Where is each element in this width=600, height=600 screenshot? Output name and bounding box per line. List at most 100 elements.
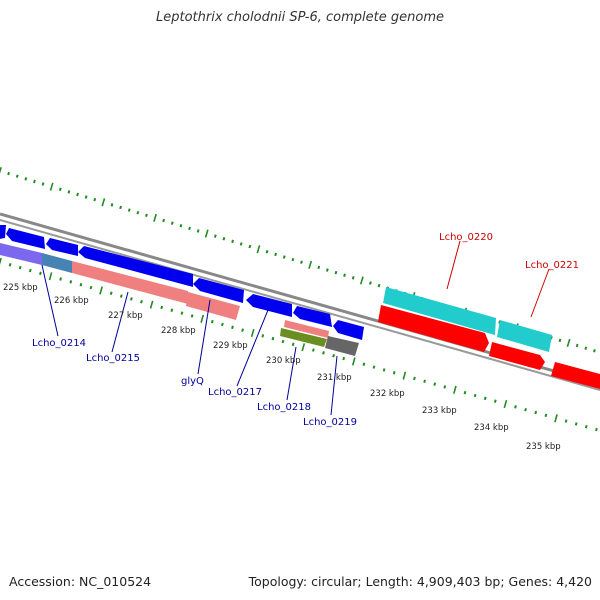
cds-arrow-forward[interactable] [489, 342, 545, 370]
outer-ring-major-tick [204, 229, 209, 238]
outer-ring-dot [575, 343, 579, 348]
inner-ring-dot [261, 334, 265, 338]
match-bar-pink[interactable] [72, 261, 188, 304]
cds-arrow[interactable] [6, 228, 45, 249]
match-bar-steel[interactable] [42, 253, 72, 273]
outer-ring-dot [76, 192, 79, 197]
outer-ring-dot [110, 203, 114, 207]
inner-ring-dot [342, 356, 346, 361]
tick-label: 226 kbp [54, 296, 89, 306]
tick-label: 233 kbp [422, 406, 457, 416]
outer-ring-major-tick [359, 276, 364, 285]
forward-track [378, 287, 600, 390]
inner-ring-major-tick [453, 385, 457, 394]
inner-ring-dot [89, 285, 93, 290]
cds-arrow[interactable] [78, 246, 193, 287]
inner-ring-major-tick [554, 414, 558, 423]
cds-arrow[interactable] [0, 225, 6, 240]
outer-ring-dot [377, 283, 381, 288]
match-bar-gray[interactable] [325, 336, 359, 356]
match-bar-cyan[interactable] [383, 287, 496, 335]
cds-arrow[interactable] [46, 238, 78, 256]
inner-ring-major-tick [301, 343, 306, 352]
cds-arrow[interactable] [246, 294, 292, 317]
inner-ring-dot [413, 376, 416, 381]
inner-ring-major-tick [0, 257, 2, 265]
outer-ring-dot [584, 346, 588, 350]
inner-ring-dot [8, 263, 12, 267]
inner-ring-dot [372, 365, 376, 369]
inner-ring-dot [119, 294, 123, 298]
tick-label: 232 kbp [370, 389, 405, 399]
outer-ring-dot [145, 213, 148, 218]
tick-label: 231 kbp [317, 373, 352, 383]
gene-label-lcho-0218[interactable]: Lcho_0218 [257, 402, 311, 413]
gene-label-lcho-0217[interactable]: Lcho_0217 [208, 387, 262, 398]
gene-label-lcho-0219[interactable]: Lcho_0219 [303, 417, 357, 428]
outer-ring-major-tick [153, 213, 157, 222]
match-bar-pink[interactable] [186, 292, 240, 320]
outer-ring-dot [188, 226, 191, 231]
outer-ring-dot [593, 349, 596, 353]
gene-label-lcho-0215[interactable]: Lcho_0215 [86, 353, 140, 364]
outer-ring-dot [213, 234, 217, 238]
inner-ring-dot [514, 405, 517, 409]
inner-ring-dot [423, 379, 426, 383]
inner-ring-major-tick [99, 286, 103, 295]
inner-ring-dot [221, 322, 224, 327]
outer-ring-dot [162, 218, 166, 223]
gene-label-lcho-0214[interactable]: Lcho_0214 [32, 338, 86, 349]
inner-ring-dot [109, 291, 113, 295]
inner-dotted-ring [0, 257, 598, 432]
inner-ring-major-tick [402, 371, 407, 380]
outer-ring-dot [334, 270, 338, 275]
cds-arrow[interactable] [293, 306, 332, 327]
outer-ring-dot [58, 187, 62, 191]
match-bar-cyan[interactable] [497, 320, 552, 352]
inner-ring-dot [241, 328, 244, 332]
inner-ring-dot [180, 311, 184, 315]
reverse-match-track [0, 243, 359, 356]
inner-ring-dot [433, 382, 437, 386]
inner-ring-dot [332, 354, 335, 358]
inner-ring-dot [130, 297, 133, 301]
inner-ring-major-tick [250, 328, 255, 338]
gene-labels: Lcho_0220 Lcho_0221 Lcho_0214 Lcho_0215 … [32, 232, 579, 428]
outer-ring-dot [231, 239, 234, 244]
inner-ring-dot [28, 268, 32, 273]
genome-summary-text: Topology: circular; Length: 4,909,403 bp… [248, 574, 592, 589]
gene-label-lcho-0221[interactable]: Lcho_0221 [525, 260, 579, 271]
cds-arrow[interactable] [193, 278, 244, 303]
cds-arrow[interactable] [333, 320, 364, 340]
inner-ring-dot [483, 396, 487, 401]
match-bar-olive[interactable] [280, 328, 327, 347]
gene-label-glyq[interactable]: glyQ [181, 376, 204, 387]
match-bar-pink[interactable] [284, 320, 329, 338]
tick-label: 225 kbp [3, 283, 38, 293]
outer-ring-dot [282, 255, 286, 259]
match-bar-purple[interactable] [0, 243, 42, 265]
outer-ring-dot [33, 179, 36, 184]
inner-ring-dot [190, 314, 194, 318]
tick-label: 235 kbp [526, 442, 561, 452]
inner-ring-major-tick [48, 272, 53, 281]
outer-ring-dot [274, 252, 278, 257]
inner-ring-dot [140, 300, 143, 304]
inner-ring-dot [473, 393, 477, 398]
outer-ring-dot [196, 229, 200, 233]
cds-arrow-forward[interactable] [378, 305, 489, 352]
inner-ring-dot [493, 399, 497, 403]
inner-ring-major-tick [200, 314, 205, 323]
outer-ring-major-tick [308, 260, 313, 269]
inner-ring-dot [544, 413, 548, 418]
inner-ring-dot [524, 408, 527, 412]
reverse-cds-track [0, 225, 364, 340]
gene-label-lcho-0220[interactable]: Lcho_0220 [439, 232, 493, 243]
inner-ring-dot [574, 422, 578, 426]
tick-label: 229 kbp [213, 341, 248, 351]
accession-text: Accession: NC_010524 [9, 574, 152, 589]
inner-ring-dot [312, 348, 315, 352]
cds-arrow-forward[interactable] [551, 362, 600, 390]
inner-ring-dot [564, 419, 568, 423]
